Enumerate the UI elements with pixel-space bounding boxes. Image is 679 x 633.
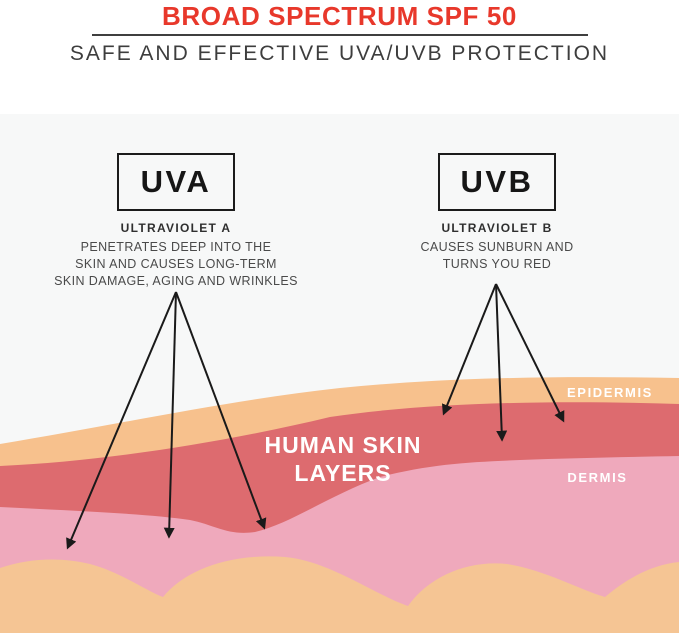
uva-description: ULTRAVIOLET A PENETRATES DEEP INTO THE S… [16, 221, 336, 290]
uva-rays-arrows [66, 291, 267, 550]
uvb-heading: ULTRAVIOLET B [441, 221, 553, 235]
epidermis-label: EPIDERMIS [567, 385, 653, 400]
human-skin-layers-label-line1: HUMAN SKIN [264, 432, 422, 458]
uvb-box: UVB [438, 153, 556, 211]
uvb-description: ULTRAVIOLET B CAUSES SUNBURN AND TURNS Y… [337, 221, 657, 273]
uvb-ray-arrow [495, 283, 508, 442]
uvb-rays-arrows [441, 283, 565, 442]
uvb-box-label: UVB [460, 164, 534, 199]
uvb-ray-arrow [441, 283, 497, 416]
uvb-description-line: CAUSES SUNBURN AND [420, 240, 574, 254]
uva-box-label: UVA [140, 164, 212, 199]
page-title: BROAD SPECTRUM SPF 50 [162, 1, 517, 31]
dermis-label: DERMIS [567, 470, 628, 485]
human-skin-layers-label-line2: LAYERS [294, 460, 392, 486]
uva-ray-arrow [66, 291, 177, 550]
uva-ray-arrow [163, 291, 177, 539]
uva-ray-arrow [175, 291, 267, 530]
uva-description-line: SKIN AND CAUSES LONG-TERM [75, 257, 277, 271]
subcutis-layer-shape [0, 556, 679, 633]
uva-heading: ULTRAVIOLET A [120, 221, 232, 235]
uvb-description-line: TURNS YOU RED [442, 257, 552, 271]
uva-description-line: PENETRATES DEEP INTO THE [80, 240, 272, 254]
page-subtitle: SAFE AND EFFECTIVE UVA/UVB PROTECTION [69, 42, 610, 65]
uvb-ray-arrow [495, 283, 565, 423]
human-skin-layers-label: HUMAN SKIN LAYERS [233, 431, 453, 487]
uva-description-line: SKIN DAMAGE, AGING AND WRINKLES [54, 274, 298, 288]
header-divider [91, 34, 588, 36]
uva-box: UVA [117, 153, 235, 211]
